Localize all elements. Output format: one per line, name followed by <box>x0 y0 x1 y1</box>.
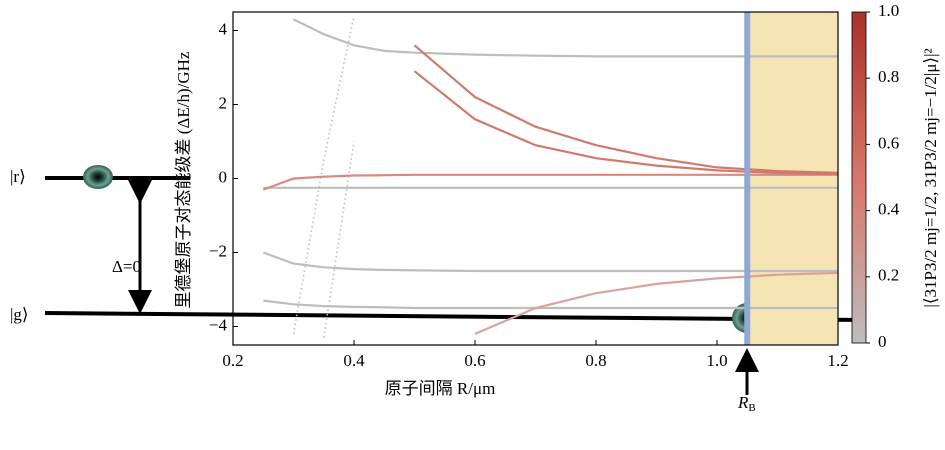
shaded-region <box>747 12 838 345</box>
y-tick-label: −4 <box>209 315 228 334</box>
colorbar-tick-label: 0.8 <box>878 67 899 86</box>
x-tick-label: 0.4 <box>343 351 365 370</box>
rb-label: RB <box>737 393 756 414</box>
detuning-label: Δ=0 <box>112 257 141 276</box>
level-diagram: |r⟩ |g⟩ Δ=0 RB <box>10 165 865 414</box>
x-tick-label: 0.8 <box>585 351 606 370</box>
figure: |r⟩ |g⟩ Δ=0 RB 0.2 0.4 0.6 0.8 1.0 1.2 −4 −2 0 2 4… <box>0 0 945 450</box>
r-label: |r⟩ <box>10 167 26 186</box>
x-tick-label: 0.2 <box>222 351 243 370</box>
x-tick-label: 1.0 <box>706 351 727 370</box>
y-tick-label: 0 <box>219 167 228 186</box>
colorbar-tick-label: 0 <box>878 332 887 351</box>
rb-line <box>744 12 750 345</box>
x-tick-label: 1.2 <box>827 351 848 370</box>
colorbar-label: |⟨31P3/2 mj=1/2, 31P3/2 mj=−1/2|μ⟩|² <box>921 48 940 307</box>
x-tick-label: 0.6 <box>464 351 485 370</box>
colorbar-tick-label: 0.4 <box>878 200 900 219</box>
y-tick-label: 4 <box>219 19 228 38</box>
rydberg-atom <box>83 165 113 189</box>
colorbar-tick-label: 0.6 <box>878 133 899 152</box>
y-tick-label: −2 <box>209 241 227 260</box>
colorbar-tick-label: 1.0 <box>878 1 899 20</box>
x-axis-label: 原子间隔 R/μm <box>385 379 496 398</box>
series-line <box>324 142 354 338</box>
colorbar <box>852 12 866 343</box>
y-tick-label: 2 <box>219 93 228 112</box>
colorbar-tick-label: 0.2 <box>878 266 899 285</box>
y-axis-label: 里德堡原子对态能级差 (ΔE/h)/GHz <box>174 51 193 308</box>
g-label: |g⟩ <box>10 305 29 324</box>
